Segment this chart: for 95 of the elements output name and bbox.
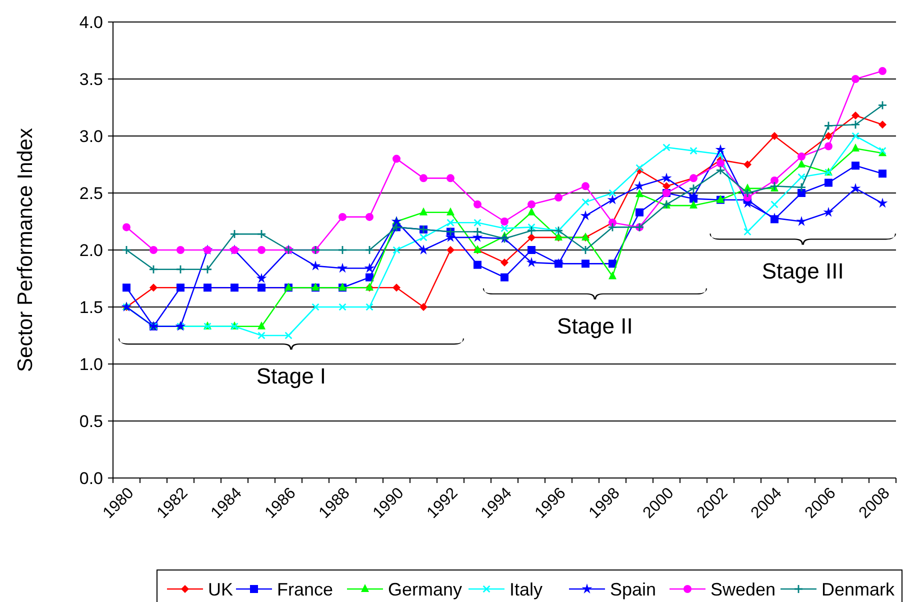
y-tick-label: 2.0 [79,240,103,260]
point [474,200,482,208]
point [877,198,888,208]
annotation: Stage III [762,258,844,284]
point [364,262,375,273]
y-tick-label: 3.5 [79,70,103,89]
point [258,321,266,330]
point [338,212,346,221]
annotation: Stage I [256,363,326,388]
y-tick-label: 1.0 [79,354,103,374]
point [418,244,429,254]
point [715,144,726,154]
legend-label: France [277,579,334,600]
point [122,284,130,292]
point [878,67,886,76]
point [608,271,616,280]
point [310,260,321,270]
point [852,162,860,170]
point [528,200,536,208]
point [474,218,482,226]
point [824,178,832,187]
point [500,218,508,226]
point [528,207,536,216]
point [392,284,400,292]
point [580,210,591,220]
point [528,233,536,242]
y-tick-label: 0.5 [79,412,103,431]
y-axis-title: Sector Performance Index [14,128,37,372]
legend-label: UK [208,579,234,600]
point [446,246,454,254]
point [607,194,618,204]
legend-label: Sweden [710,579,776,600]
point [446,218,454,226]
point [852,144,860,152]
point [420,234,428,242]
point [690,200,698,209]
point [392,154,400,163]
point [528,246,536,254]
point [366,212,374,221]
point [366,273,374,282]
point [256,273,267,283]
point [636,208,644,216]
point [878,170,886,178]
point [690,147,698,154]
point [176,246,184,254]
point [554,194,562,202]
point [796,216,807,226]
point [823,206,834,217]
annotation: Stage II [557,313,633,338]
y-tick-label: 4.0 [79,12,103,32]
point [636,164,644,172]
point [852,111,860,120]
point [258,246,266,254]
legend-label: Denmark [822,579,896,600]
point [770,132,778,140]
point [852,75,860,83]
point [446,174,454,182]
point [420,207,428,216]
point [744,160,752,168]
point [770,176,778,184]
point [636,189,644,198]
point [744,228,752,236]
point [474,260,482,269]
point [420,174,428,182]
y-tick-label: 3.0 [79,126,103,146]
point [150,246,158,254]
point [446,207,454,216]
point [337,262,348,273]
point [662,144,670,152]
point [582,260,590,268]
point [122,223,130,232]
point [770,200,778,208]
point [582,182,590,190]
point [420,303,428,311]
legend-label: Italy [510,579,543,600]
y-tick-label: 0.0 [79,468,103,488]
point [582,198,590,206]
point [634,180,645,191]
point [500,273,508,282]
point [824,132,832,140]
point [850,182,861,193]
point [798,189,806,197]
point [716,159,724,168]
legend-label: Spain [610,579,656,600]
point [661,172,672,183]
y-tick-label: 2.5 [79,184,103,203]
point [824,142,832,150]
point [150,284,158,292]
point [526,257,537,267]
point [608,260,616,268]
point [798,160,806,168]
legend-label: Germany [388,579,462,600]
point [878,120,886,129]
y-tick-label: 1.5 [79,298,103,317]
point [500,258,508,267]
